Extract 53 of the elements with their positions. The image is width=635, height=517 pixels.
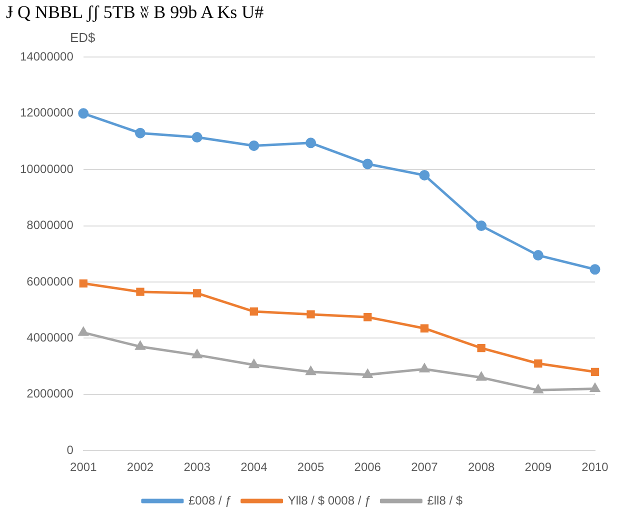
point (364, 313, 372, 322)
x-tick-label: 2006 (354, 460, 382, 474)
point (192, 132, 202, 143)
point (249, 360, 259, 368)
point (590, 264, 600, 275)
point (136, 288, 144, 296)
point (590, 368, 600, 376)
y-tick-label: 4000000 (26, 330, 74, 345)
point (590, 384, 600, 392)
point (306, 138, 316, 148)
point (248, 140, 260, 151)
point (534, 359, 542, 368)
x-tick-label: 2007 (411, 460, 438, 474)
point (476, 372, 486, 381)
point (306, 366, 316, 376)
x-tick-label: 2010 (582, 460, 609, 474)
y-tick-label: 14000000 (20, 50, 74, 64)
y-tick-label: 0 (66, 442, 74, 457)
point (136, 341, 145, 350)
x-tick-label: 2003 (184, 460, 211, 474)
point (362, 369, 372, 378)
y-tick-label: 6000000 (26, 274, 74, 288)
point (79, 279, 88, 288)
legend-label: £ll8 / $ (427, 493, 463, 508)
y-tick-label: 2000000 (26, 386, 74, 401)
point (78, 327, 88, 336)
point (362, 158, 373, 170)
point (193, 289, 202, 298)
y-tick-label: 12000000 (20, 106, 74, 120)
x-tick-label: 2005 (297, 460, 324, 474)
point (420, 324, 429, 332)
point (420, 364, 430, 372)
y-tick-label: 10000000 (20, 162, 74, 176)
x-tick-label: 2008 (468, 460, 495, 474)
point (78, 108, 89, 119)
x-tick-label: 2009 (524, 460, 552, 474)
x-tick-label: 2001 (70, 460, 98, 474)
point (192, 350, 202, 358)
legend-label: Yll8 / $ 0008 / ƒ (288, 493, 372, 508)
point (306, 310, 315, 318)
legend-label: £008 / ƒ (188, 493, 232, 508)
y-tick-label: 8000000 (26, 218, 74, 232)
point (476, 220, 487, 232)
chart-title: Ɉ Q NBBL ʃʃ 5TB ʬ B 99b A Ks U# (6, 2, 264, 23)
point (419, 170, 430, 180)
point (533, 384, 543, 394)
point (134, 128, 146, 138)
x-tick-label: 2004 (240, 460, 268, 474)
point (477, 344, 486, 352)
y-axis-title: ED$ (70, 30, 96, 45)
x-tick-label: 2002 (126, 460, 154, 474)
point (250, 307, 258, 316)
point (532, 250, 544, 261)
